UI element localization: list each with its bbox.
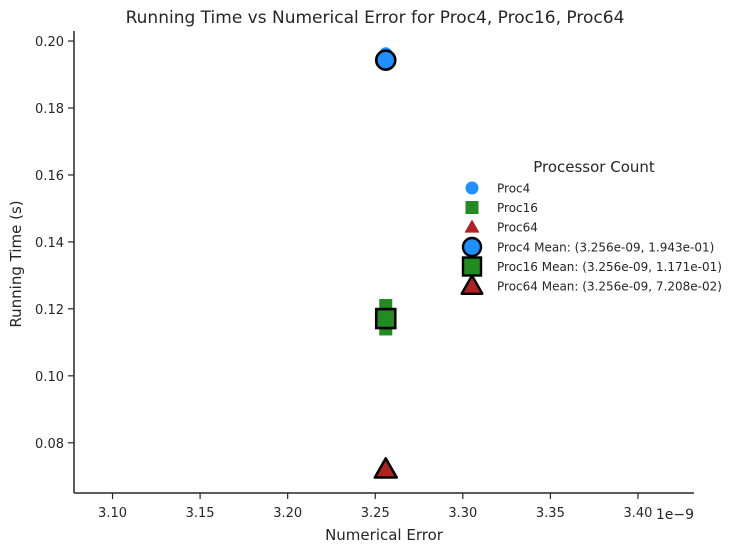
legend-mean-marker-proc64 bbox=[460, 274, 484, 295]
y-tick-label: 0.20 bbox=[35, 35, 64, 50]
legend-mean-label: Proc64 Mean: (3.256e-09, 7.208e-02) bbox=[497, 280, 722, 294]
legend-marker-proc16 bbox=[465, 201, 479, 214]
x-tick-label: 3.40 bbox=[623, 506, 652, 521]
y-tick-label: 0.12 bbox=[35, 303, 64, 318]
y-tick-label: 0.10 bbox=[35, 370, 64, 385]
x-tick-label: 3.10 bbox=[98, 506, 127, 521]
x-axis-label: Numerical Error bbox=[325, 526, 444, 544]
chart-title: Running Time vs Numerical Error for Proc… bbox=[126, 8, 625, 28]
x-tick-label: 3.35 bbox=[536, 506, 565, 521]
mean-marker-proc4 bbox=[374, 49, 397, 71]
y-axis-label: Running Time (s) bbox=[7, 200, 25, 327]
x-tick-label: 3.25 bbox=[361, 506, 390, 521]
legend-title: Processor Count bbox=[533, 158, 655, 176]
axes: 3.10 3.15 3.20 3.25 3.30 3.35 3.40 0.08 0.10 0.12… bbox=[35, 31, 694, 521]
legend-marker-proc64 bbox=[464, 219, 480, 233]
legend-mean-marker-proc4 bbox=[461, 236, 483, 258]
data-points bbox=[373, 47, 398, 479]
legend-label: Proc16 bbox=[497, 201, 538, 215]
mean-marker-proc16 bbox=[374, 307, 397, 330]
legend-mean-label: Proc4 Mean: (3.256e-09, 1.943e-01) bbox=[497, 241, 714, 255]
y-tick-label: 0.08 bbox=[35, 437, 64, 452]
legend-mean-marker-proc16 bbox=[461, 256, 483, 277]
x-tick-label: 3.20 bbox=[273, 506, 302, 521]
legend-mean-label: Proc16 Mean: (3.256e-09, 1.171e-01) bbox=[497, 260, 722, 274]
y-tick-label: 0.18 bbox=[35, 102, 64, 117]
y-tick-label: 0.16 bbox=[35, 169, 64, 184]
legend-marker-proc4 bbox=[465, 181, 479, 195]
x-axis-offset-label: 1e−9 bbox=[656, 507, 694, 523]
y-tick-label: 0.14 bbox=[35, 236, 64, 251]
legend-label: Proc64 bbox=[497, 221, 538, 235]
legend-label: Proc4 bbox=[497, 182, 530, 196]
mean-marker-proc64 bbox=[373, 457, 398, 479]
x-tick-label: 3.15 bbox=[186, 506, 215, 521]
x-tick-label: 3.30 bbox=[448, 506, 477, 521]
